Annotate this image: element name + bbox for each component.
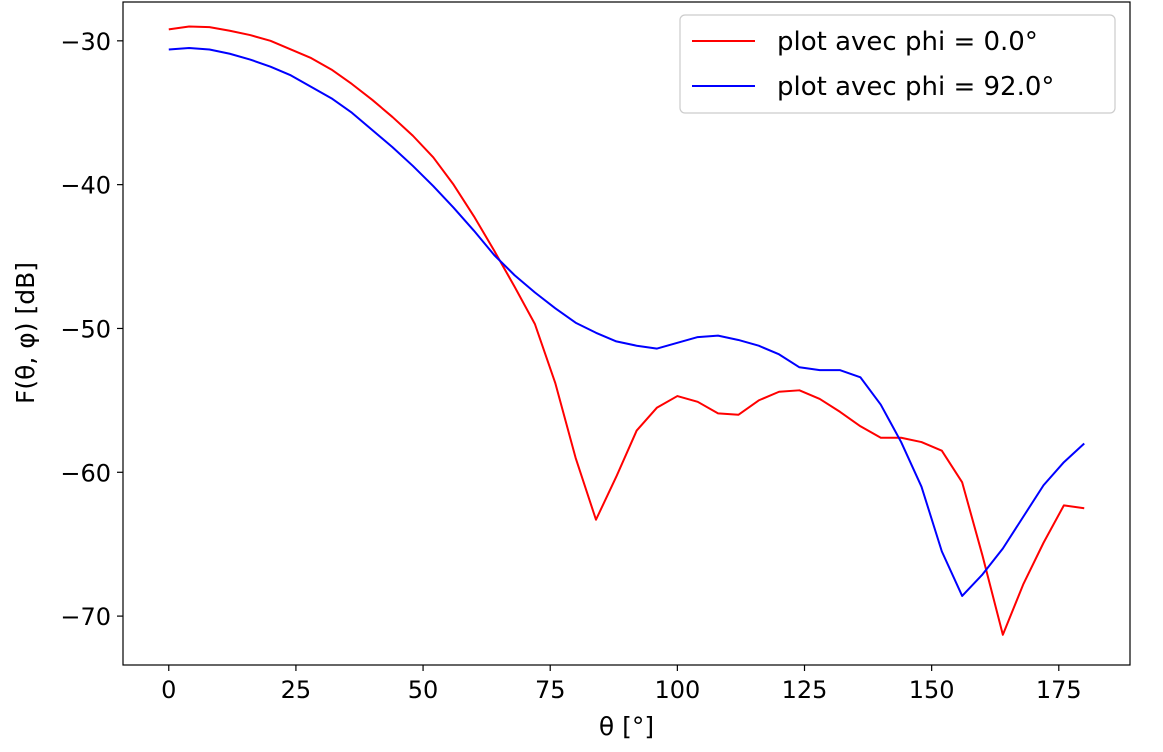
series-layer xyxy=(168,25,1085,636)
y-tick-label: −70 xyxy=(60,603,111,631)
y-tick-label: −50 xyxy=(60,315,111,343)
y-axis-label: F(θ, φ) [dB] xyxy=(11,262,40,404)
y-axis-ticks: −30 −40 −50 −60 −70 xyxy=(60,28,123,631)
x-tick-label: 100 xyxy=(654,676,700,704)
x-tick-label: 25 xyxy=(281,676,312,704)
x-axis-label: θ [°] xyxy=(599,712,654,741)
x-tick-label: 150 xyxy=(909,676,955,704)
x-tick-label: 175 xyxy=(1036,676,1082,704)
x-tick-label: 75 xyxy=(535,676,566,704)
series-line-0 xyxy=(168,25,1085,636)
y-tick-label: −60 xyxy=(60,459,111,487)
x-axis-ticks: 0 25 50 75 100 125 150 175 xyxy=(161,665,1082,704)
y-tick-label: −30 xyxy=(60,28,111,56)
y-tick-label: −40 xyxy=(60,172,111,200)
legend-entry-phi-0: plot avec phi = 0.0° xyxy=(777,27,1038,57)
legend: plot avec phi = 0.0° plot avec phi = 92.… xyxy=(679,14,1116,114)
x-tick-label: 50 xyxy=(408,676,439,704)
x-tick-label: 0 xyxy=(161,676,176,704)
legend-box xyxy=(679,14,1116,114)
legend-entry-phi-92: plot avec phi = 92.0° xyxy=(777,72,1054,102)
x-tick-label: 125 xyxy=(782,676,828,704)
series-line-1 xyxy=(168,47,1085,597)
